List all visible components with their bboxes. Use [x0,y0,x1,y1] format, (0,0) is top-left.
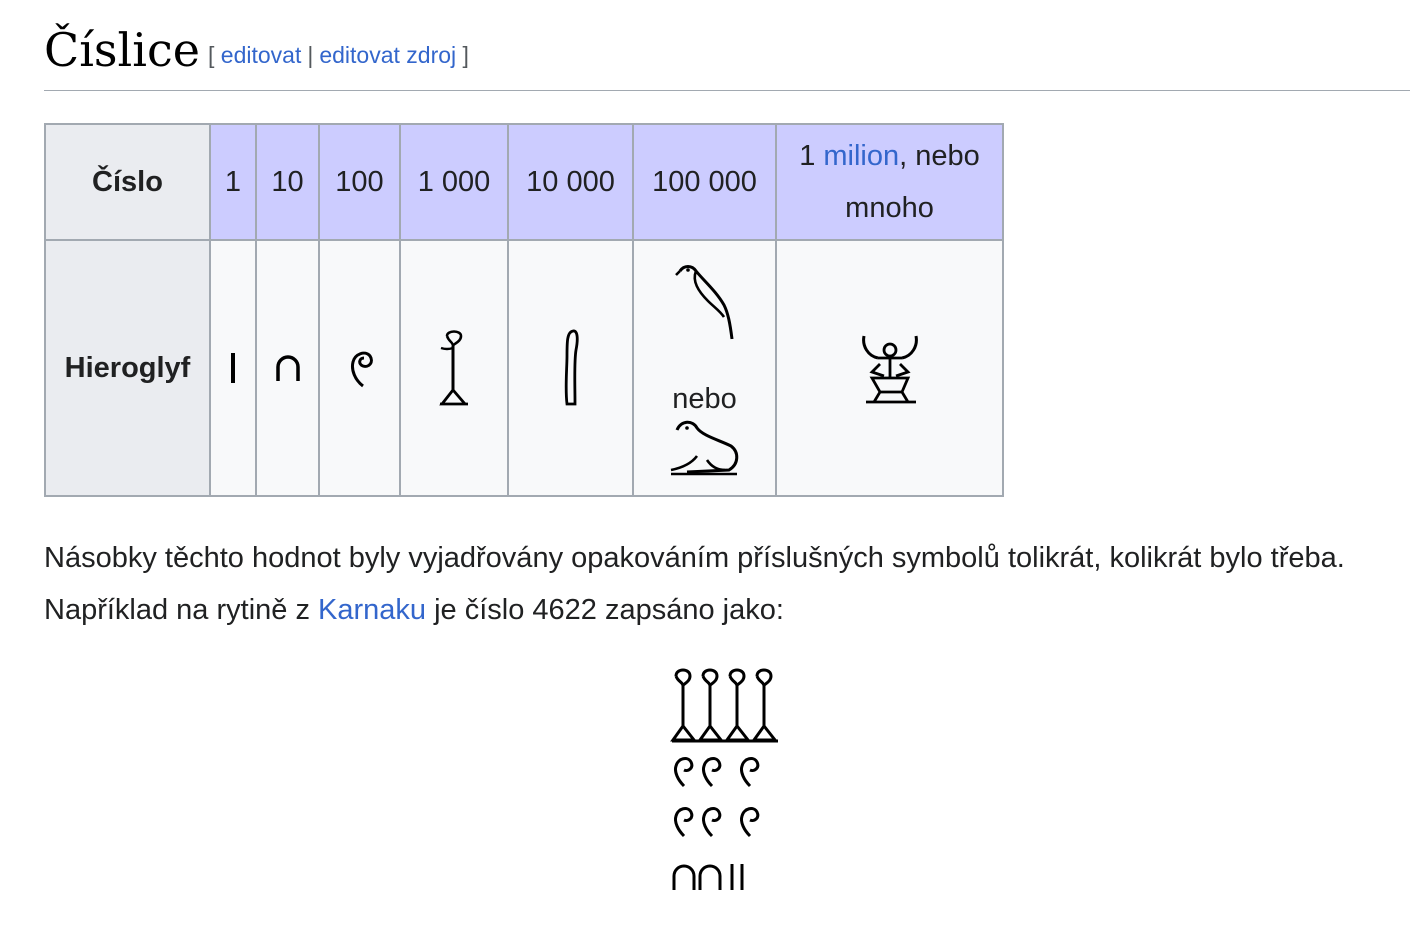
col-10: 10 [255,123,320,241]
heel-bone-icon [275,355,300,381]
row-header-glyph: Hieroglyf [44,239,211,497]
paragraph-text-before: Násobky těchto hodnot byly vyjadřovány o… [44,542,1345,626]
lotus-flower-icon [724,668,752,742]
stroke-icon [730,864,744,890]
col-1000: 1 000 [399,123,509,241]
glyph-cell-1 [209,239,257,497]
glyph-cell-100000: nebo [632,239,777,497]
or-text: nebo [672,382,737,415]
bird-icon [674,264,733,339]
col-1: 1 [209,123,257,241]
million-link[interactable]: milion [823,140,900,172]
heel-bone-icon [672,864,722,890]
tadpole-icon [670,420,738,475]
stroke-icon [231,353,235,383]
million-suffix: , nebo mnoho [845,140,980,224]
lotus-flower-icon [439,330,469,406]
edit-source-link[interactable]: editovat zdroj [319,42,457,68]
paragraph-text-after: je číslo 4622 zapsáno jako: [426,594,784,626]
lotus-flower-icon [751,668,779,742]
col-10000: 10 000 [507,123,634,241]
kneeling-god-heh-icon [861,335,918,404]
col-million: 1 milion, nebo mnoho [775,123,1004,241]
section-title: Číslice [44,23,200,77]
section-heading: Číslice [ editovat | editovat zdroj ] [44,18,1410,91]
bracket-open: [ [208,42,215,68]
edit-divider: | [307,42,314,68]
number-row: Číslo 1 10 100 1 000 10 000 100 000 1 mi… [44,123,1004,241]
glyph-cell-100 [318,239,401,497]
coil-of-rope-icon [674,807,760,838]
numerals-table: Číslo 1 10 100 1 000 10 000 100 000 1 mi… [44,123,1004,497]
coil-of-rope-icon [674,757,760,788]
glyph-row: Hieroglyf [44,239,1004,497]
bracket-close: ] [462,42,469,68]
million-prefix: 1 [799,140,824,172]
finger-icon [564,329,579,406]
karnak-link[interactable]: Karnaku [318,594,427,626]
lotus-flower-icon [697,668,725,742]
col-100: 100 [318,123,401,241]
karnak-4622-hieroglyph-icon [670,668,779,890]
row-header-number: Číslo [44,123,211,241]
paragraph: Násobky těchto hodnot byly vyjadřovány o… [44,532,1404,636]
edit-section-links: [ editovat | editovat zdroj ] [208,42,469,69]
glyph-cell-10 [255,239,320,497]
glyph-cell-million [775,239,1004,497]
glyph-cell-1000 [399,239,509,497]
edit-link[interactable]: editovat [220,42,302,68]
lotus-flower-icon [670,668,698,742]
glyph-cell-10000 [507,239,634,497]
col-100000: 100 000 [632,123,777,241]
coil-of-rope-icon [350,351,373,388]
